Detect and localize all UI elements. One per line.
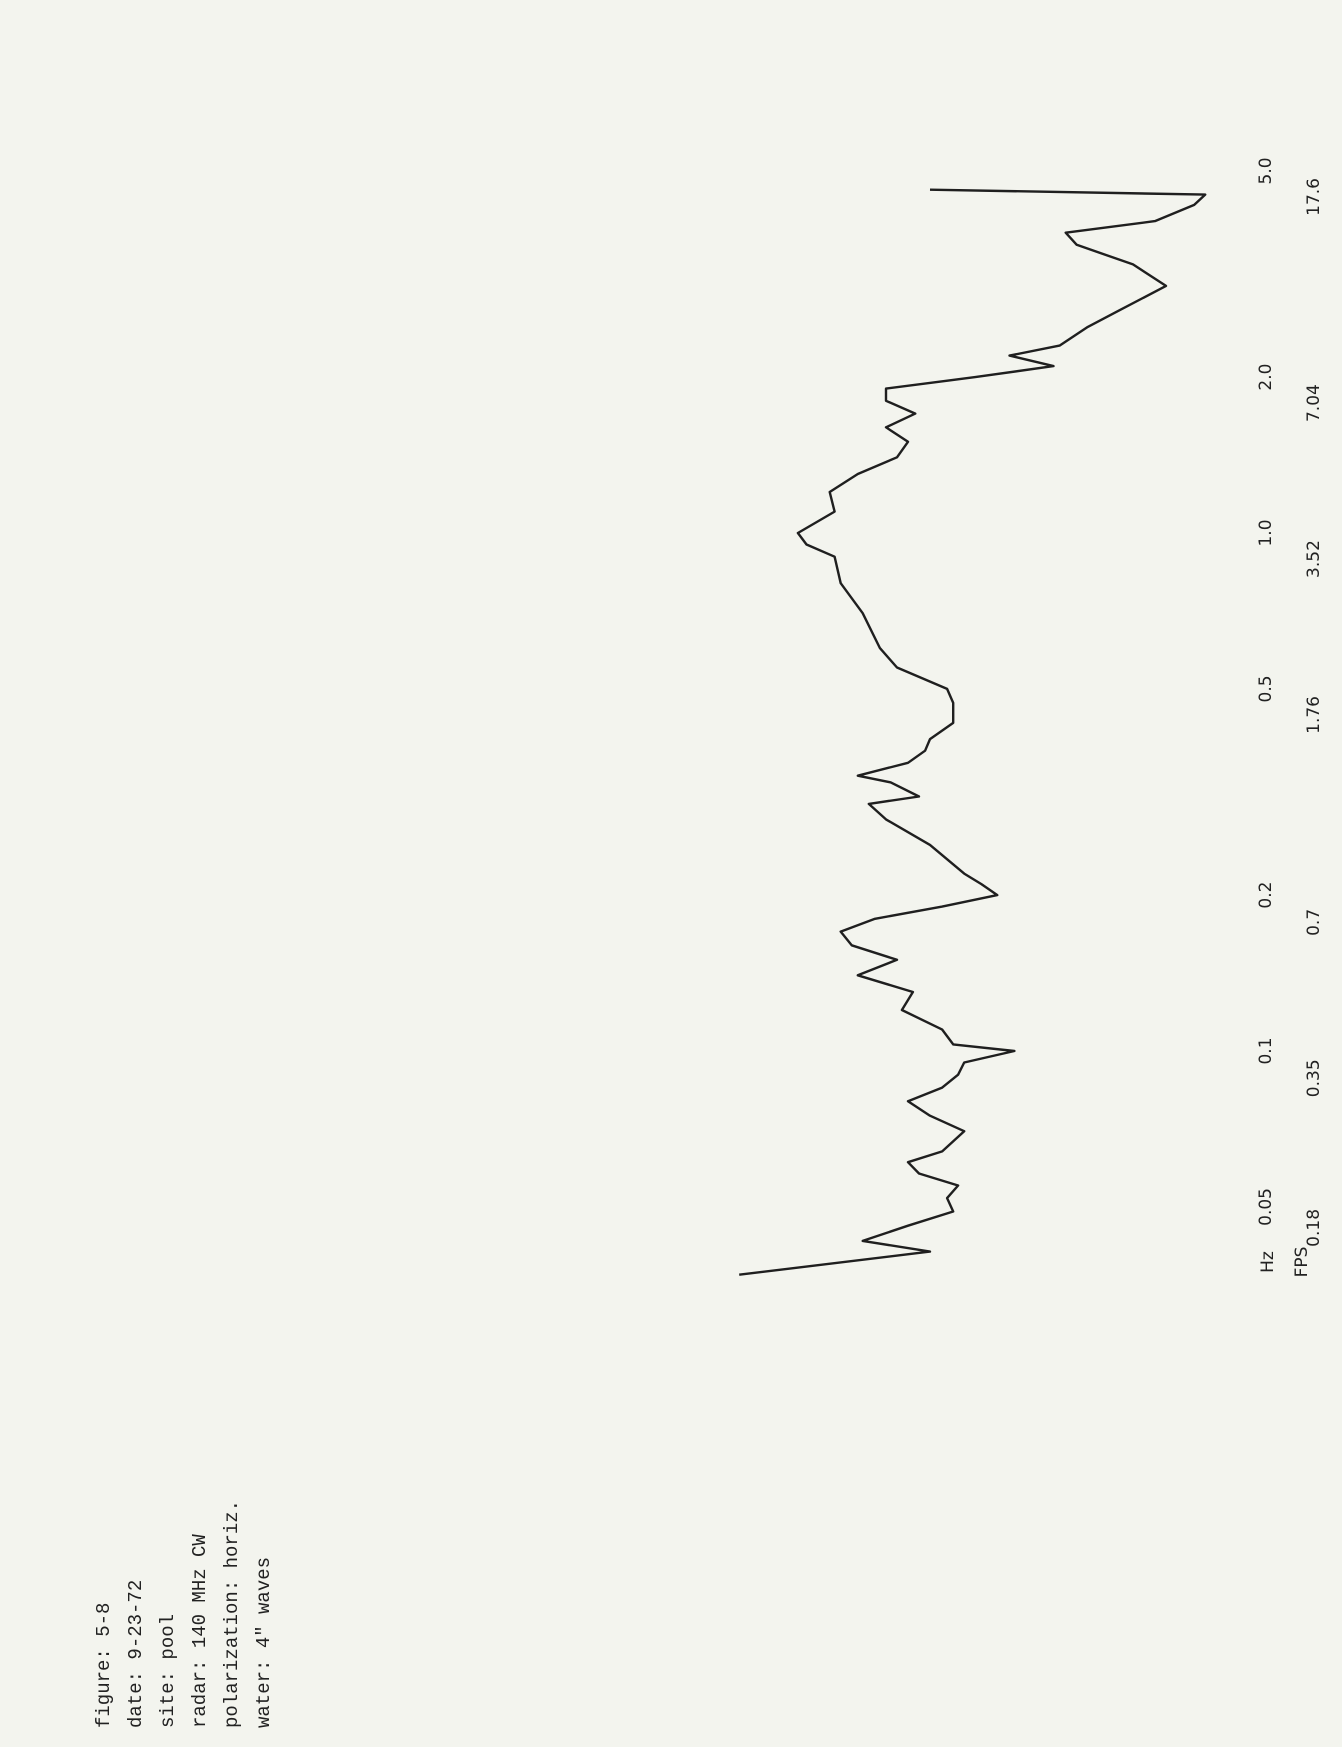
trace-line bbox=[739, 188, 1207, 1276]
annotation: radar: 140 MHz CW bbox=[189, 1534, 211, 1728]
hz-tick-label: 5.0 bbox=[1256, 157, 1276, 184]
annotation: date: 9-23-72 bbox=[125, 1580, 147, 1728]
hz-tick-label: 2.0 bbox=[1256, 364, 1276, 391]
hz-tick-label: 0.5 bbox=[1256, 675, 1276, 702]
fps-tick-label: 17.6 bbox=[1304, 178, 1324, 216]
labels: 0.05 0.1 0.2 0.5 1.0 2.0 5.0 0.18 0.35 0.7 1.76 3.5… bbox=[93, 157, 1324, 1728]
fps-tick-label: 0.18 bbox=[1304, 1209, 1324, 1247]
fps-tick-label: 0.7 bbox=[1304, 909, 1324, 936]
annotation: polarization: horiz. bbox=[221, 1500, 243, 1728]
fps-tick-label: 7.04 bbox=[1304, 384, 1324, 422]
plot bbox=[739, 188, 1207, 1276]
annotation: figure: 5-8 bbox=[93, 1603, 115, 1728]
annotation: water: 4" waves bbox=[253, 1557, 275, 1728]
hz-tick-label: 0.05 bbox=[1256, 1188, 1276, 1226]
hz-tick-label: 0.2 bbox=[1256, 882, 1276, 909]
hz-tick-label: 1.0 bbox=[1256, 519, 1276, 546]
hz-tick-label: 0.1 bbox=[1256, 1037, 1276, 1064]
axis-label: FPS bbox=[1292, 1247, 1312, 1278]
annotation: site: pool bbox=[157, 1614, 179, 1728]
fps-tick-label: 1.76 bbox=[1304, 696, 1324, 734]
fps-tick-label: 3.52 bbox=[1304, 540, 1324, 578]
axis-label: Hz bbox=[1258, 1251, 1278, 1273]
fps-tick-label: 0.35 bbox=[1304, 1059, 1324, 1097]
